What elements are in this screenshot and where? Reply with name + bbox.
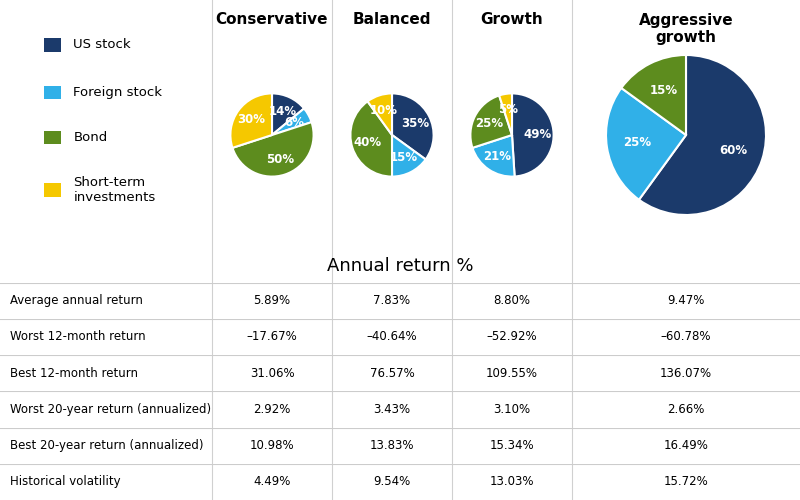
Text: Average annual return: Average annual return (10, 294, 142, 307)
Text: 5.89%: 5.89% (254, 294, 290, 307)
Text: Historical volatility: Historical volatility (10, 476, 120, 488)
Text: 9.54%: 9.54% (374, 476, 410, 488)
Text: 16.49%: 16.49% (663, 439, 709, 452)
Text: Short-term
investments: Short-term investments (74, 176, 156, 204)
Text: Conservative: Conservative (216, 12, 328, 28)
Wedge shape (233, 122, 314, 176)
Wedge shape (392, 135, 426, 176)
Text: 15.72%: 15.72% (664, 476, 708, 488)
Text: 76.57%: 76.57% (370, 366, 414, 380)
Wedge shape (622, 55, 686, 135)
Text: 60%: 60% (719, 144, 747, 157)
Text: 13.03%: 13.03% (490, 476, 534, 488)
Text: 9.47%: 9.47% (667, 294, 705, 307)
Text: 7.83%: 7.83% (374, 294, 410, 307)
Wedge shape (512, 94, 554, 176)
Text: 49%: 49% (524, 128, 552, 140)
FancyBboxPatch shape (44, 183, 62, 197)
Text: –60.78%: –60.78% (661, 330, 711, 344)
Text: 13.83%: 13.83% (370, 439, 414, 452)
Text: 25%: 25% (623, 136, 651, 149)
Text: 35%: 35% (401, 117, 429, 130)
Text: 10%: 10% (370, 104, 398, 117)
Text: Annual return %: Annual return % (326, 257, 474, 275)
Text: 15.34%: 15.34% (490, 439, 534, 452)
Text: 4.49%: 4.49% (254, 476, 290, 488)
Text: Best 20-year return (annualized): Best 20-year return (annualized) (10, 439, 203, 452)
Text: 21%: 21% (483, 150, 511, 163)
Text: 5%: 5% (498, 103, 518, 116)
FancyBboxPatch shape (44, 38, 62, 52)
Text: US stock: US stock (74, 38, 131, 52)
FancyBboxPatch shape (44, 130, 62, 144)
Text: 25%: 25% (475, 117, 503, 130)
Text: –17.67%: –17.67% (246, 330, 298, 344)
Wedge shape (392, 94, 434, 160)
Text: Growth: Growth (481, 12, 543, 28)
Text: –40.64%: –40.64% (366, 330, 418, 344)
Wedge shape (272, 108, 311, 135)
Text: 8.80%: 8.80% (494, 294, 530, 307)
Text: 2.66%: 2.66% (667, 403, 705, 416)
Text: 3.43%: 3.43% (374, 403, 410, 416)
Wedge shape (473, 135, 514, 176)
Text: Best 12-month return: Best 12-month return (10, 366, 138, 380)
Text: –52.92%: –52.92% (486, 330, 538, 344)
Text: Balanced: Balanced (353, 12, 431, 28)
Text: 6%: 6% (285, 116, 305, 129)
Text: 2.92%: 2.92% (254, 403, 290, 416)
Text: 136.07%: 136.07% (660, 366, 712, 380)
Text: 40%: 40% (354, 136, 382, 149)
Wedge shape (606, 88, 686, 200)
Wedge shape (350, 102, 392, 176)
FancyBboxPatch shape (44, 86, 62, 100)
Text: 10.98%: 10.98% (250, 439, 294, 452)
Text: 14%: 14% (269, 105, 297, 118)
Wedge shape (499, 94, 512, 135)
Wedge shape (367, 94, 392, 135)
Text: 109.55%: 109.55% (486, 366, 538, 380)
Wedge shape (272, 94, 304, 135)
Text: 15%: 15% (390, 152, 418, 164)
Text: 50%: 50% (266, 153, 294, 166)
Text: Bond: Bond (74, 131, 108, 144)
Text: Foreign stock: Foreign stock (74, 86, 162, 99)
Wedge shape (470, 96, 512, 148)
Text: 3.10%: 3.10% (494, 403, 530, 416)
Text: 30%: 30% (237, 114, 265, 126)
Text: Worst 12-month return: Worst 12-month return (10, 330, 146, 344)
Text: Worst 20-year return (annualized): Worst 20-year return (annualized) (10, 403, 210, 416)
Text: Aggressive
growth: Aggressive growth (638, 12, 734, 45)
Text: 15%: 15% (650, 84, 678, 98)
Text: 31.06%: 31.06% (250, 366, 294, 380)
Wedge shape (639, 55, 766, 215)
Wedge shape (230, 94, 272, 148)
